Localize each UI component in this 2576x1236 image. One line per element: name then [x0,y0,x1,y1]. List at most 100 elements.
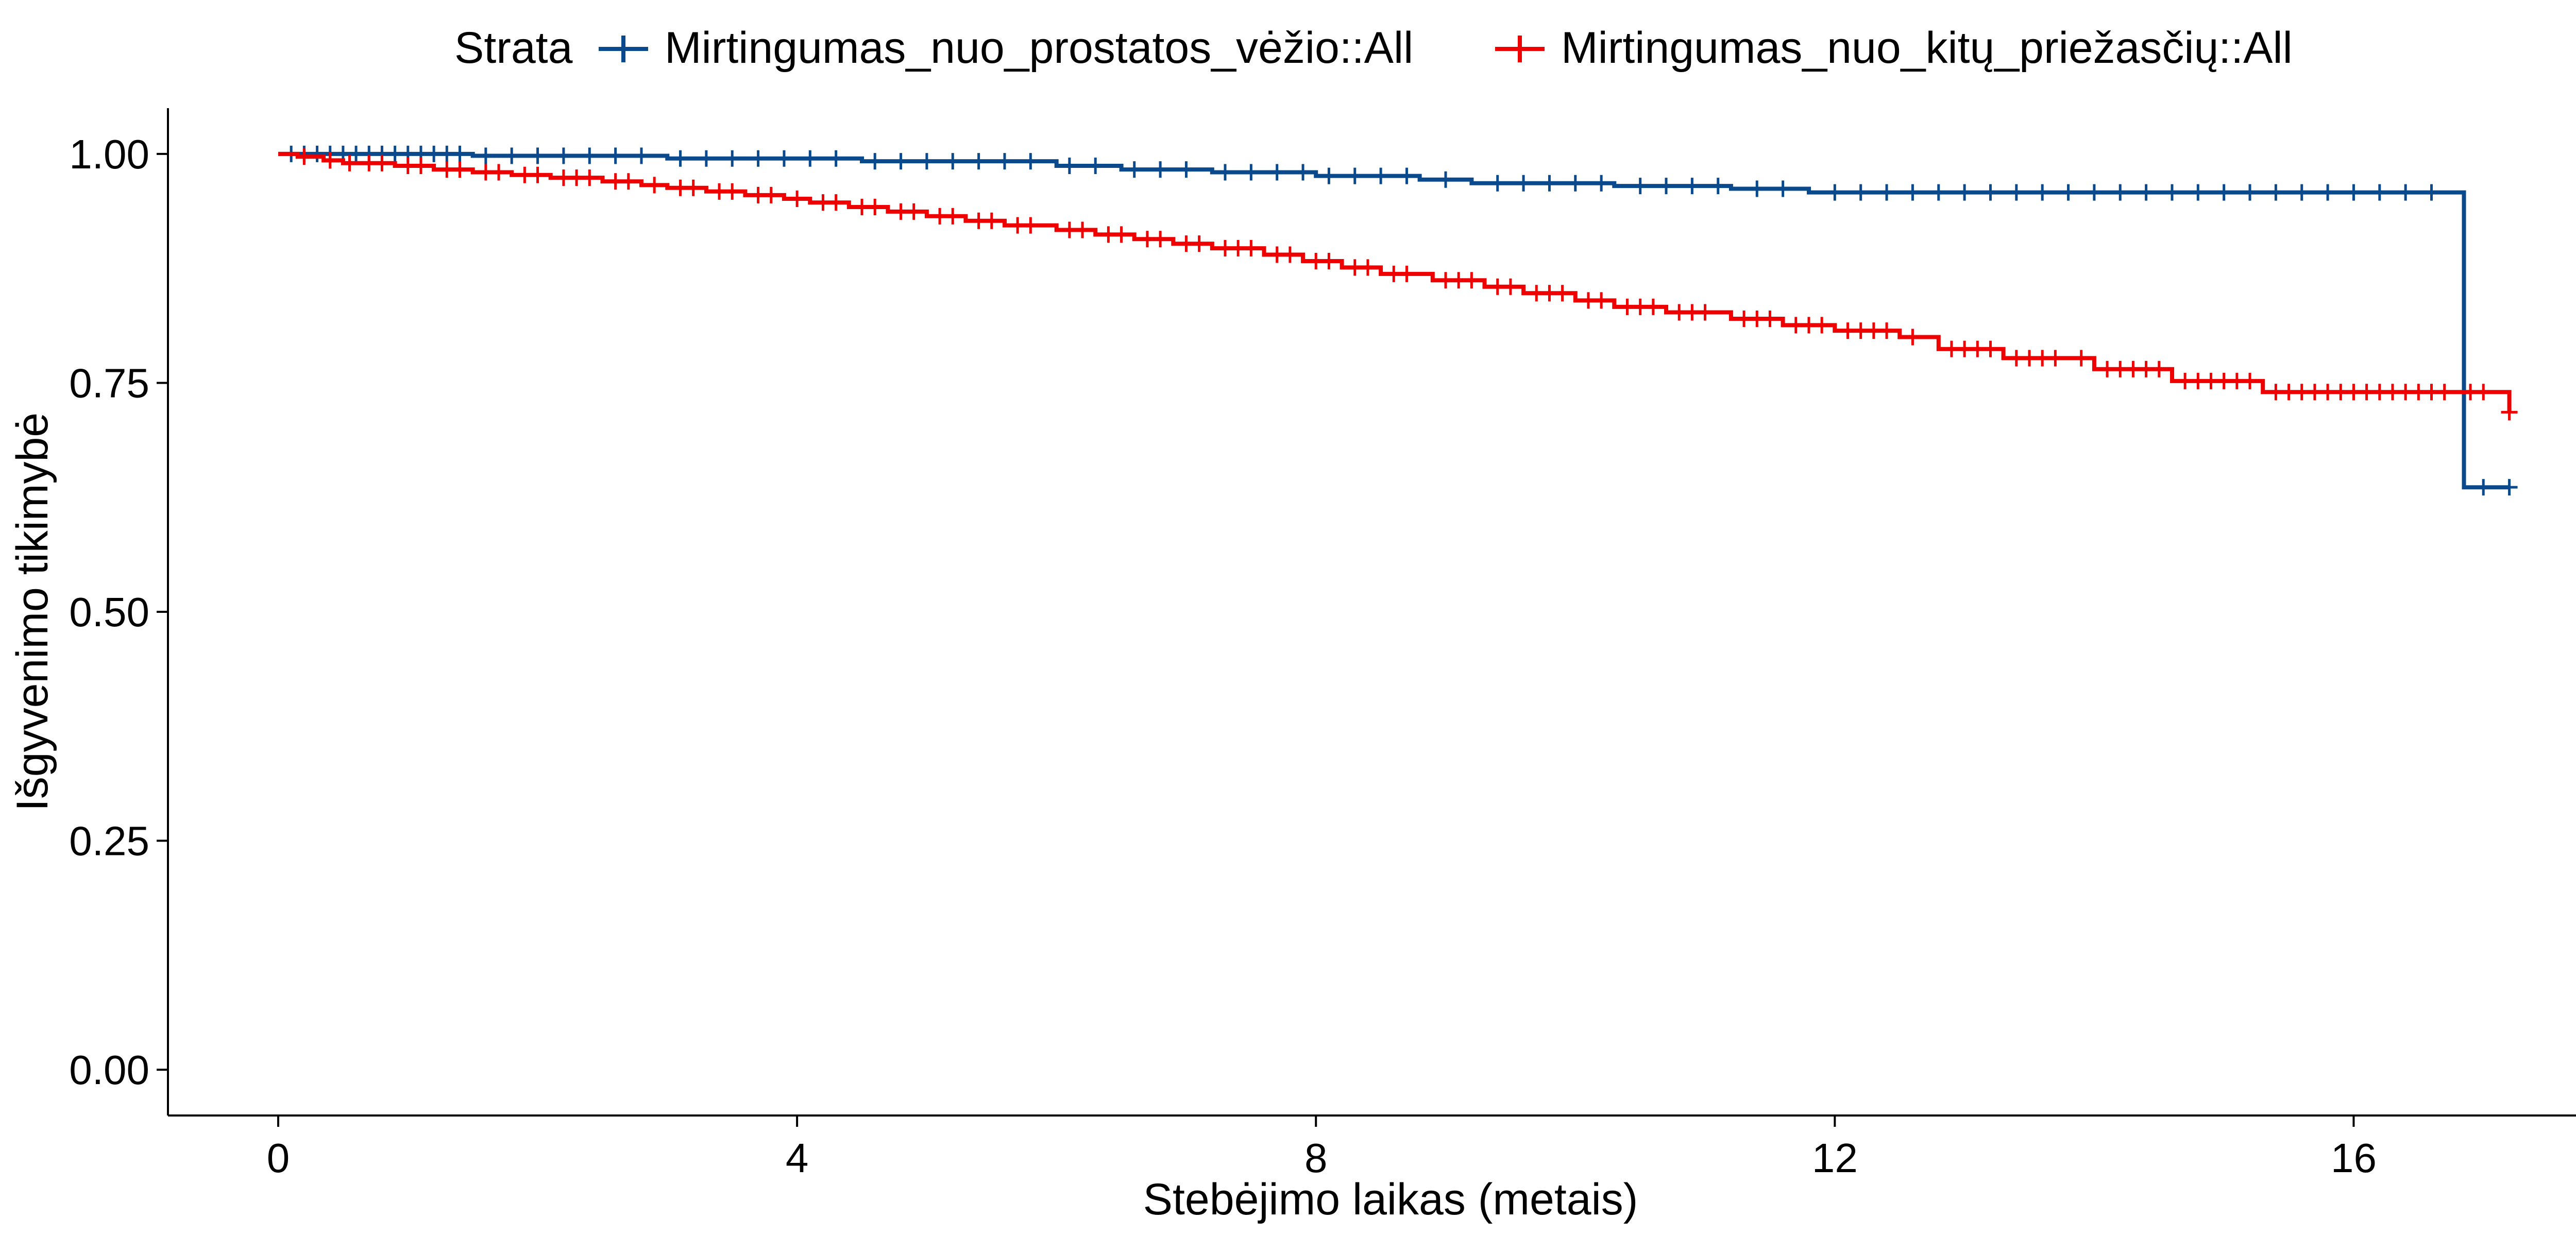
series-1 [278,145,2518,496]
censor-mark [1281,246,1298,263]
censor-mark [2345,184,2362,201]
x-tick-label: 16 [2331,1135,2377,1181]
censor-mark [2242,372,2259,389]
censor-mark [1774,180,1791,197]
censor-mark [1826,184,1843,201]
censor-mark [1022,153,1039,170]
legend-item-2: Mirtingumas_nuo_kitų_priežasčių::All [1495,23,2293,73]
censor-mark [451,161,468,178]
y-tick-label: 0.25 [69,818,149,864]
censor-mark [620,173,637,190]
censor-mark [802,150,819,167]
censor-mark [1359,259,1376,276]
censor-mark [529,147,546,164]
censor-mark [646,177,663,194]
censor-mark [477,147,494,164]
censor-mark [321,152,338,169]
censor-mark [905,203,922,220]
censor-mark [970,153,987,170]
censor-mark [2397,184,2414,201]
x-axis-title: Stebėjimo laikas (metais) [1143,1175,1638,1224]
censor-mark [1541,175,1558,192]
censor-mark [529,166,546,183]
censor-mark [1982,184,1999,201]
censor-mark [1761,310,1778,327]
censor-mark [1061,158,1078,175]
censor-mark [1295,164,1312,181]
censor-mark [724,183,741,200]
censor-mark [607,147,624,164]
censor-mark [1878,184,1895,201]
censor-mark [2423,184,2440,201]
censor-mark [867,153,884,170]
censor-mark [1113,226,1130,243]
censor-mark [1268,164,1285,181]
censor-mark [2034,184,2051,201]
x-tick-label: 8 [1304,1135,1328,1181]
censor-mark [724,150,741,167]
censor-mark [1814,317,1831,334]
censor-mark [672,150,689,167]
censor-mark [2242,184,2259,201]
series-2 [278,148,2518,421]
censor-mark [1126,161,1143,178]
censor-mark [996,153,1013,170]
censor-mark [1087,158,1104,175]
censor-mark [2436,384,2453,401]
y-tick-label: 0.75 [69,360,149,406]
censor-mark [1022,217,1039,234]
censor-mark [1502,278,1519,295]
censor-mark [1152,161,1169,178]
censor-mark [1463,272,1480,289]
censor-mark [2215,184,2232,201]
censor-mark [451,145,468,162]
censor-mark [1515,175,1532,192]
censor-mark [2190,184,2207,201]
censor-mark [1904,184,1921,201]
censor-mark [2138,184,2155,201]
censor-mark [1567,175,1584,192]
censor-mark [2112,184,2129,201]
censor-mark [2475,384,2492,401]
censor-mark [867,199,884,216]
censor-mark [2319,184,2336,201]
censor-mark [2163,184,2180,201]
censor-mark [1956,184,1973,201]
censor-mark [2293,184,2310,201]
censor-mark [1593,292,1610,309]
censor-mark [698,150,715,167]
censor-mark [341,154,358,171]
censor-mark [2060,184,2077,201]
censor-mark [2501,404,2518,421]
censor-mark [2501,479,2518,496]
censor-mark [1243,240,1260,257]
censor-mark [296,148,313,165]
censor-mark [633,147,650,164]
series-2-line [278,151,2512,413]
censor-mark [1191,235,1208,252]
censor-mark [1152,231,1169,248]
censor-mark [762,186,779,203]
censor-mark [1398,265,1415,282]
censor-mark [827,194,844,211]
censor-mark [503,147,520,164]
x-tick-label: 12 [1812,1135,1858,1181]
censor-mark [1243,164,1260,181]
censor-mark [892,153,909,170]
censor-mark [2008,184,2025,201]
censor-mark [490,164,507,181]
legend: Strata Mirtingumas_nuo_prostatos_vėžio::… [454,23,2293,73]
censor-mark [983,212,1000,229]
censor-mark [1398,167,1415,184]
censor-mark [374,154,391,171]
censor-mark [944,208,961,225]
censor-mark [1645,298,1662,315]
censor-mark [581,147,598,164]
censor-mark [412,158,429,175]
censor-mark [2073,350,2090,367]
censor-mark [1593,175,1610,192]
censor-mark [555,147,572,164]
censor-mark [1320,167,1337,184]
